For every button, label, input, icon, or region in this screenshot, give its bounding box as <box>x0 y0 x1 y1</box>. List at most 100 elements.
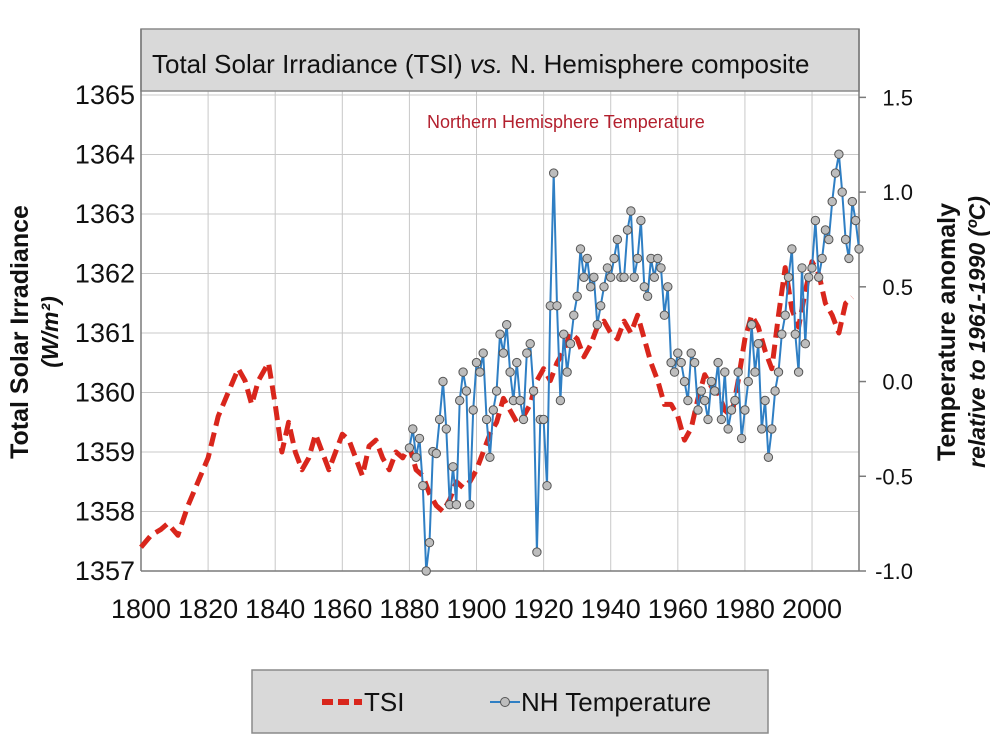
nh-temperature-point <box>475 367 485 377</box>
nh-temperature-point <box>612 234 623 245</box>
left-tick-label: 1357 <box>75 556 135 586</box>
nh-temperature-point <box>538 414 549 425</box>
nh-temperature-point <box>455 395 465 406</box>
nh-temperature-point <box>757 424 767 434</box>
x-tick-label: 1960 <box>648 594 708 624</box>
nh-temperature-point <box>767 424 777 434</box>
nh-temperature-point <box>659 310 670 320</box>
nh-temperature-point <box>622 225 633 235</box>
nh-temperature-point <box>408 424 418 434</box>
nh-temperature-point <box>780 310 790 320</box>
nh-temperature-point <box>636 215 646 226</box>
legend-nh-marker <box>500 697 510 707</box>
nh-temperature-point <box>689 357 700 368</box>
nh-temperature-point <box>746 320 757 330</box>
nh-temperature-point <box>589 272 599 282</box>
nh-temperature-point <box>468 405 478 415</box>
nh-temperature-point <box>418 481 428 491</box>
nh-temperature-point <box>850 215 861 226</box>
left-tick-label: 1364 <box>75 140 135 170</box>
left-axis-ticks: 1357 1358 1359 1360 1361 1362 1363 1364 1365 <box>75 80 135 586</box>
nh-temperature-point <box>847 196 857 207</box>
nh-temperature-point <box>743 376 753 387</box>
nh-temperature-point <box>834 149 844 159</box>
tsi-line <box>139 259 854 549</box>
nh-temperature-point <box>515 395 525 406</box>
right-tick-label: 1.0 <box>882 180 913 205</box>
nh-temperature-point <box>565 339 576 349</box>
nh-temperature-point <box>522 348 532 358</box>
nh-temperature-point <box>461 386 472 396</box>
nh-temperature-point <box>632 253 643 264</box>
nh-temperature-point <box>629 272 639 282</box>
nh-temperature-point <box>451 500 462 510</box>
x-tick-label: 1840 <box>245 594 305 624</box>
nh-temperature-point <box>411 452 421 462</box>
nh-temperature-point <box>596 301 606 311</box>
nh-temperature-point <box>844 253 854 264</box>
nh-temperature-point <box>471 357 482 368</box>
nh-temperature-point <box>619 272 629 282</box>
nh-temperature-point <box>639 282 649 292</box>
left-tick-label: 1361 <box>75 318 135 348</box>
x-tick-label: 1920 <box>514 594 574 624</box>
nh-temperature-point <box>716 414 727 425</box>
nh-temperature-point <box>837 187 847 197</box>
nh-temperature-point <box>753 339 763 349</box>
x-tick-label: 1940 <box>581 594 641 624</box>
nh-temperature-point <box>840 234 851 245</box>
nh-temperature-point <box>666 357 676 368</box>
nh-temperature-point <box>642 291 653 301</box>
nh-temperature-point <box>414 433 425 444</box>
x-tick-label: 1880 <box>379 594 439 624</box>
right-tick-label: -0.5 <box>875 464 913 489</box>
x-tick-label: 1800 <box>111 594 171 624</box>
nh-temperature-point <box>649 272 659 282</box>
series-annotation: Northern Hemisphere Temperature <box>427 112 705 132</box>
nh-temperature-point <box>431 448 441 459</box>
nh-temperature-point <box>824 234 834 245</box>
nh-temperature-point <box>733 367 743 377</box>
grid <box>140 29 859 572</box>
legend: TSI NH Temperature <box>251 669 769 734</box>
nh-temperature-point <box>498 348 509 358</box>
nh-temperature-point <box>760 395 770 406</box>
nh-temperature-point <box>730 395 740 406</box>
left-axis-label-group: Total Solar Irradiance (W/m²) <box>6 205 63 459</box>
nh-temperature-point <box>592 320 602 330</box>
left-tick-label: 1359 <box>75 437 135 467</box>
nh-temperature-point <box>653 253 663 264</box>
nh-temperature-point <box>609 253 619 264</box>
x-tick-label: 1980 <box>715 594 775 624</box>
nh-temperature-point <box>421 566 431 576</box>
nh-temperature-point <box>740 405 750 415</box>
nh-temperature-point <box>579 272 589 282</box>
plot-frame <box>140 29 860 572</box>
nh-temperature-point <box>434 414 445 425</box>
nh-temperature-point <box>817 253 827 264</box>
nh-temperature-point <box>763 452 774 462</box>
nh-temperature-point <box>700 395 710 406</box>
nh-temperature-point <box>441 424 451 434</box>
left-axis-label: Total Solar Irradiance <box>6 205 34 459</box>
nh-temperature-point <box>726 405 737 415</box>
left-tick-label: 1363 <box>75 199 135 229</box>
nh-temperature-point <box>807 263 817 273</box>
nh-temperature-point <box>703 414 713 425</box>
nh-temperature-point <box>572 291 582 301</box>
nh-temperature-point <box>549 168 559 178</box>
right-axis-ticks: -1.0 -0.5 0.0 0.5 1.0 1.5 <box>859 85 913 584</box>
nh-temperature-point <box>790 329 800 339</box>
nh-temperature-point <box>804 272 814 282</box>
left-tick-label: 1358 <box>75 497 135 527</box>
nh-temperature-point <box>478 348 488 358</box>
nh-temperature-point <box>669 367 680 377</box>
legend-nh-label: NH Temperature <box>521 687 711 717</box>
x-tick-label: 1900 <box>446 594 506 624</box>
nh-temperature-point <box>683 395 693 406</box>
nh-temperature-point <box>713 357 723 368</box>
nh-temperature-point <box>854 244 864 254</box>
nh-temperature-point <box>777 329 787 339</box>
nh-temperature-point <box>783 272 794 282</box>
nh-temperature-point <box>710 386 720 396</box>
